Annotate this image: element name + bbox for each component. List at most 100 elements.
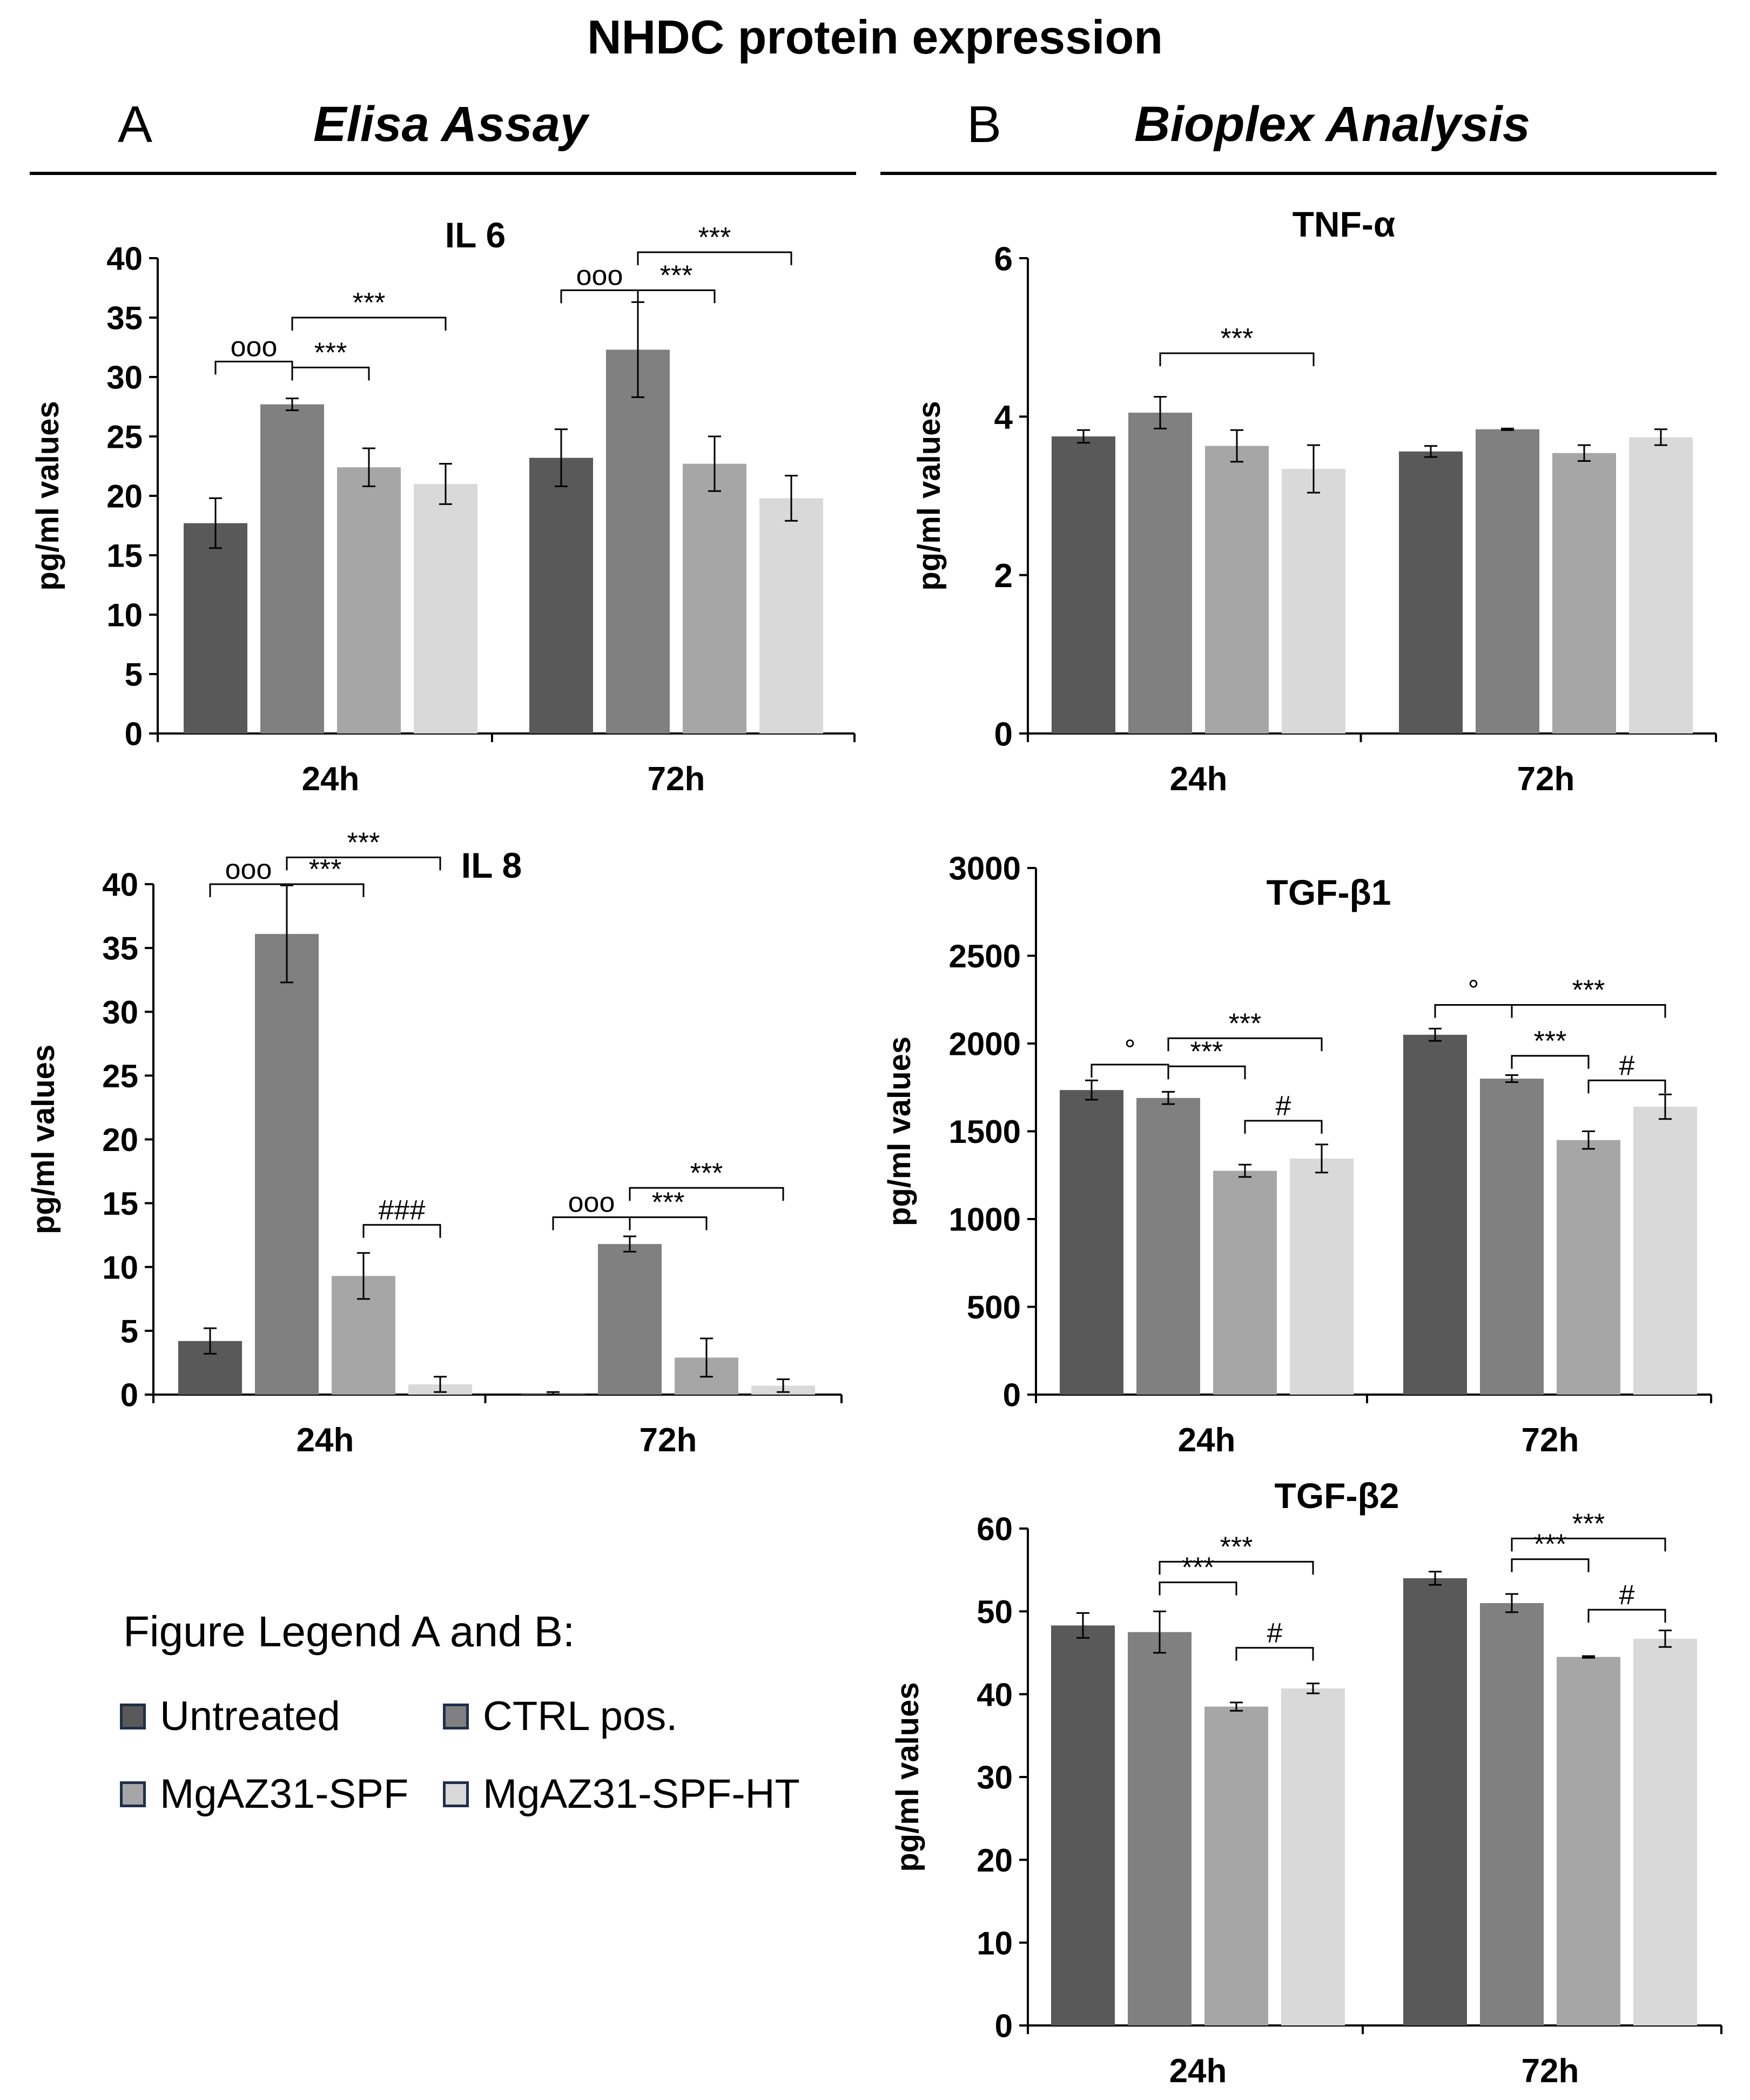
- chart-title: IL 6: [445, 215, 506, 255]
- significance-label: ***: [1221, 323, 1254, 354]
- significance-bracket: [1159, 352, 1315, 366]
- bar: [255, 934, 319, 1395]
- y-tick-label: 5: [125, 657, 143, 693]
- significance-bracket: [1235, 1647, 1314, 1661]
- y-tick-label: 40: [106, 241, 143, 277]
- significance-bracket: [1159, 1581, 1237, 1596]
- legend-item-mgaz31-spf-ht: MgAZ31-SPF-HT: [443, 1771, 800, 1818]
- legend-swatch-ctrl-pos: [443, 1703, 469, 1729]
- significance-label: ***: [1572, 1508, 1605, 1539]
- significance-bracket: [1434, 1004, 1513, 1018]
- y-tick-label: 500: [967, 1289, 1021, 1325]
- bar: [529, 457, 593, 733]
- x-tick-label: 24h: [302, 760, 360, 798]
- bar: [1290, 1158, 1354, 1395]
- y-tick-label: 10: [106, 597, 143, 634]
- significance-label: ***: [314, 337, 347, 368]
- bar: [1060, 1090, 1123, 1395]
- bar: [414, 484, 477, 733]
- bar: [759, 498, 823, 733]
- y-tick-label: 5: [120, 1313, 138, 1349]
- chart-title: TNF-α: [1293, 204, 1396, 244]
- bar: [1128, 413, 1192, 733]
- significance-label: ***: [652, 1187, 685, 1219]
- significance-label: ***: [1534, 1529, 1567, 1560]
- y-axis-label: pg/ml values: [890, 1682, 925, 1872]
- bar: [1282, 469, 1345, 733]
- y-tick-label: 6: [994, 240, 1013, 278]
- x-tick-label: 72h: [1522, 1422, 1579, 1459]
- bar: [260, 404, 324, 733]
- bar: [1552, 453, 1616, 733]
- significance-label: ***: [660, 260, 693, 291]
- y-tick-label: 50: [977, 1594, 1013, 1630]
- y-tick-label: 0: [120, 1377, 138, 1414]
- significance-bracket: [637, 289, 716, 304]
- significance-bracket: [637, 251, 792, 265]
- y-tick-label: 40: [977, 1677, 1013, 1713]
- x-tick-label: 24h: [1178, 1422, 1236, 1459]
- legend-title: Figure Legend A and B:: [123, 1607, 575, 1655]
- bar: [1205, 446, 1269, 733]
- panel-a-rule: [30, 172, 856, 175]
- bar: [1633, 1638, 1697, 2025]
- significance-label: ***: [1572, 975, 1605, 1006]
- bar: [1403, 1034, 1467, 1395]
- significance-label: ***: [1220, 1531, 1253, 1563]
- significance-label: ooo: [231, 331, 278, 362]
- y-tick-label: 15: [106, 538, 143, 574]
- bar: [1629, 437, 1693, 733]
- y-tick-label: 25: [102, 1058, 138, 1094]
- chart-il6: IL 6 pg/ml values 0 5 10 15 20 25 30 35 40 24h 72h oo…: [30, 215, 856, 798]
- significance-bracket: [362, 1224, 441, 1238]
- y-tick-label: 20: [977, 1842, 1013, 1879]
- chart-tnfa: TNF-α pg/ml values 0 2 4 6 24h 72h ***: [912, 204, 1717, 798]
- panel-b-letter: B: [967, 96, 1002, 153]
- significance-label: #: [1267, 1618, 1283, 1649]
- legend-label: MgAZ31-SPF-HT: [483, 1771, 800, 1817]
- significance-bracket: [1167, 1037, 1323, 1052]
- legend-item-ctrl-pos: CTRL pos.: [443, 1693, 677, 1740]
- y-tick-label: 0: [995, 2008, 1013, 2044]
- bar: [1204, 1706, 1268, 2025]
- significance-bracket: [560, 289, 639, 304]
- significance-label: ***: [353, 287, 386, 319]
- significance-label: ###: [379, 1195, 426, 1226]
- x-tick-label: 24h: [297, 1422, 354, 1459]
- bar: [1633, 1107, 1697, 1395]
- significance-label: ***: [698, 222, 731, 253]
- significance-label: ooo: [568, 1187, 615, 1219]
- y-tick-label: 30: [106, 360, 143, 396]
- x-tick-label: 72h: [1517, 760, 1575, 798]
- y-tick-label: 2500: [949, 938, 1021, 974]
- significance-label: ***: [1534, 1026, 1567, 1057]
- panel-a-letter: A: [118, 96, 153, 153]
- significance-label: #: [1276, 1091, 1291, 1122]
- y-axis-label: pg/ml values: [30, 401, 65, 590]
- y-tick-label: 20: [102, 1122, 138, 1158]
- x-tick-label: 72h: [640, 1422, 697, 1459]
- y-tick-label: 60: [977, 1511, 1013, 1547]
- bar: [184, 523, 247, 733]
- bar: [683, 463, 746, 733]
- significance-label: #: [1619, 1050, 1635, 1081]
- bar: [606, 349, 670, 733]
- significance-bracket: [1167, 1065, 1246, 1080]
- significance-bracket: [1511, 1537, 1666, 1552]
- y-tick-label: 35: [102, 931, 138, 967]
- y-tick-label: 0: [1003, 1377, 1021, 1414]
- y-tick-label: 1500: [949, 1114, 1021, 1150]
- panel-b-heading: Bioplex Analysis: [1134, 97, 1530, 152]
- legend-label: CTRL pos.: [483, 1693, 678, 1739]
- bar: [1476, 429, 1539, 733]
- significance-bracket: [214, 360, 293, 375]
- y-axis-label: pg/ml values: [912, 401, 947, 590]
- y-tick-label: 15: [102, 1186, 138, 1222]
- y-tick-label: 2: [994, 557, 1013, 595]
- bar: [1281, 1688, 1345, 2025]
- x-tick-label: 24h: [1169, 2052, 1227, 2090]
- chart-title: TGF-β2: [1275, 1476, 1399, 1516]
- y-tick-label: 30: [977, 1760, 1013, 1796]
- y-tick-label: 3000: [949, 851, 1021, 887]
